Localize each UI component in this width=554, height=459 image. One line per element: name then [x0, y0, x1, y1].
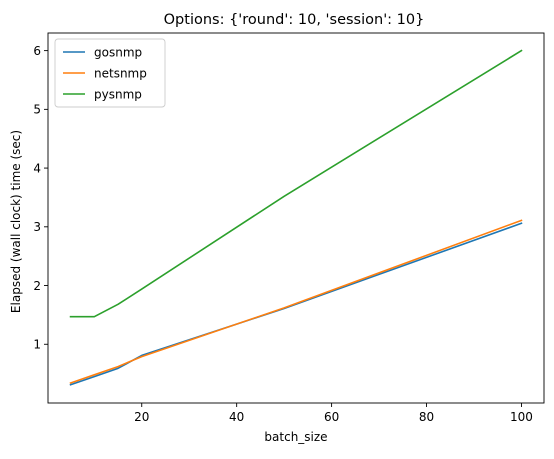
x-tick-label: 60 — [324, 410, 339, 424]
y-tick-label: 3 — [33, 220, 41, 234]
x-tick-label: 40 — [229, 410, 244, 424]
y-axis-label: Elapsed (wall clock) time (sec) — [9, 130, 23, 313]
legend-label-netsnmp: netsnmp — [94, 66, 147, 80]
y-tick-label: 2 — [33, 279, 41, 293]
legend-label-gosnmp: gosnmp — [94, 45, 142, 59]
x-axis-label: batch_size — [264, 430, 327, 444]
y-tick-label: 4 — [33, 161, 41, 175]
chart-title: Options: {'round': 10, 'session': 10} — [164, 12, 425, 28]
plot-area: 20 40 60 80 100 1 2 3 4 5 6 gosnmp netsnmp pysnmp — [33, 32, 545, 424]
x-tick-label: 80 — [419, 410, 434, 424]
series-line-netsnmp — [69, 219, 523, 385]
legend-box — [54, 38, 166, 108]
series-line-pysnmp — [69, 49, 523, 318]
axes-frame — [47, 32, 545, 404]
x-tick-label: 100 — [510, 410, 533, 424]
y-tick-label: 5 — [33, 103, 41, 117]
y-tick-label: 6 — [33, 44, 41, 58]
x-tick-label: 20 — [134, 410, 149, 424]
legend-label-pysnmp: pysnmp — [94, 87, 142, 101]
y-tick-label: 1 — [33, 338, 41, 352]
